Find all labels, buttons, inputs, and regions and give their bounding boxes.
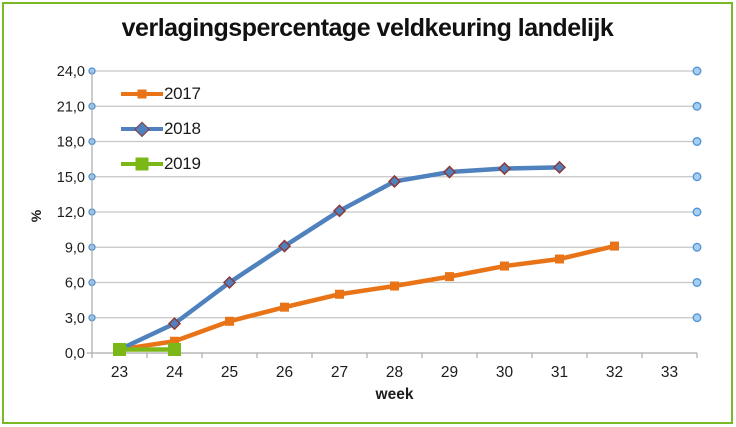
series-line-2018 [117,165,562,352]
legend-item-2019: 2019 [121,146,201,181]
y-tick-label: 6,0 [65,276,85,292]
chart-title: verlagingspercentage veldkeuring landeli… [121,14,614,42]
x-axis-title: week [375,386,414,403]
marker-2017 [555,254,564,264]
marker-2017 [500,261,509,271]
y-tick-label: 12,0 [57,205,85,221]
y-tick-label: 3,0 [65,311,85,327]
marker-2017 [390,281,399,291]
marker-2018 [442,165,457,179]
gridline-end-circle [692,101,702,111]
marker-2018 [387,174,402,189]
x-tick-label: 26 [276,364,293,381]
gridline-end-circle [692,172,702,182]
legend-item-2017: 2017 [121,76,201,111]
legend-marker-square-icon [135,157,149,170]
x-tick-label: 32 [606,364,623,381]
legend-label-2018: 2018 [164,118,201,138]
y-tick-label: 9,0 [65,240,85,256]
legend-swatch-2017 [121,85,163,103]
marker-2018 [167,317,182,331]
marker-2017 [280,302,289,312]
x-tick-label: 28 [386,364,403,381]
marker-2017 [610,241,619,251]
marker-2017 [170,336,179,346]
marker-2017 [335,289,344,299]
gridline-end-circle [692,137,702,146]
x-tick-label: 27 [331,364,348,381]
legend-swatch-2018 [121,120,163,138]
x-tick-label: 25 [221,364,238,381]
y-tick-label: 15,0 [57,170,85,186]
y-tick-label: 24,0 [57,64,85,80]
marker-2018 [277,239,292,253]
y-axis-title: % [28,209,44,222]
x-tick-label: 23 [111,364,128,381]
marker-2019 [113,342,126,356]
legend: 2017 2018 2019 [121,76,201,181]
gridline-end-circle [692,207,702,217]
marker-2018 [222,275,237,290]
series-line-2017 [117,243,617,352]
marker-2018 [332,204,347,218]
gridline-end-circle [692,313,702,323]
legend-item-2018: 2018 [121,111,201,146]
marker-2018 [497,161,512,176]
gridline-end-circle [692,278,702,287]
legend-marker-square-icon [137,89,147,98]
marker-2017 [445,272,454,282]
x-tick-label: 29 [441,364,458,381]
gridline-end-circle [692,242,702,252]
x-tick-label: 30 [496,364,514,381]
legend-label-2017: 2017 [164,83,201,103]
legend-label-2019: 2019 [164,153,201,173]
marker-2019 [168,342,181,356]
marker-2018 [552,160,567,174]
y-tick-label: 21,0 [57,99,85,115]
legend-swatch-2019 [121,155,163,173]
gridline-end-circle [692,66,702,76]
y-tick-label: 18,0 [57,135,85,151]
legend-marker-diamond-icon [134,121,150,136]
marker-2017 [225,316,234,326]
x-tick-label: 33 [661,364,678,381]
x-tick-label: 24 [166,364,184,381]
y-tick-label: 0,0 [65,346,85,362]
x-tick-label: 31 [551,364,568,381]
